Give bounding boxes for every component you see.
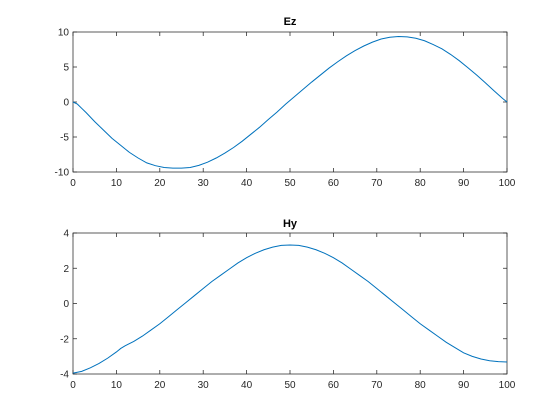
hy-x-tick-label: 0 [70, 380, 76, 391]
ez-x-tick-label: 60 [328, 178, 340, 189]
hy-x-tick-label: 30 [198, 380, 210, 391]
ez-panel: Ez 0 10 20 30 40 50 60 70 80 90 100 -10 -5 0 5 10 [55, 16, 516, 189]
ez-x-tick-label: 20 [154, 178, 166, 189]
ez-x-tick-label: 50 [284, 178, 296, 189]
ez-title: Ez [284, 16, 297, 28]
ez-x-tick-label: 100 [499, 178, 516, 189]
ez-axes-box [73, 32, 507, 172]
hy-y-tick-label: -2 [60, 334, 69, 345]
hy-y-tick-label: 4 [63, 229, 69, 240]
hy-x-tick-label: 60 [328, 380, 340, 391]
hy-y-tick-label: -4 [60, 370, 69, 381]
ez-x-tick-label: 10 [111, 178, 123, 189]
ez-y-tick-label: -10 [55, 168, 70, 179]
hy-panel: Hy 0 10 20 30 40 50 60 70 80 90 100 -4 -2 0 2 4 [60, 218, 516, 391]
ez-y-tick-label: -5 [60, 133, 69, 144]
hy-x-tick-label: 70 [371, 380, 383, 391]
hy-x-tick-label: 10 [111, 380, 123, 391]
hy-y-tick-label: 0 [63, 299, 69, 310]
hy-x-tick-label: 90 [458, 380, 470, 391]
hy-title: Hy [283, 218, 298, 230]
ez-x-tick-label: 90 [458, 178, 470, 189]
hy-x-tick-label: 80 [415, 380, 427, 391]
ez-y-tick-label: 10 [58, 28, 70, 39]
hy-x-tick-label: 50 [284, 380, 296, 391]
hy-x-tick-label: 40 [241, 380, 253, 391]
ez-x-tick-label: 30 [198, 178, 210, 189]
ez-x-tick-label: 80 [415, 178, 427, 189]
hy-x-tick-label: 20 [154, 380, 166, 391]
ez-x-tick-label: 70 [371, 178, 383, 189]
hy-axes-box [73, 233, 507, 374]
ez-x-tick-label: 40 [241, 178, 253, 189]
hy-x-tick-label: 100 [499, 380, 516, 391]
ez-x-tick-label: 0 [70, 178, 76, 189]
ez-y-tick-label: 0 [63, 98, 69, 109]
hy-y-tick-label: 2 [63, 264, 69, 275]
ez-y-tick-label: 5 [63, 63, 69, 74]
